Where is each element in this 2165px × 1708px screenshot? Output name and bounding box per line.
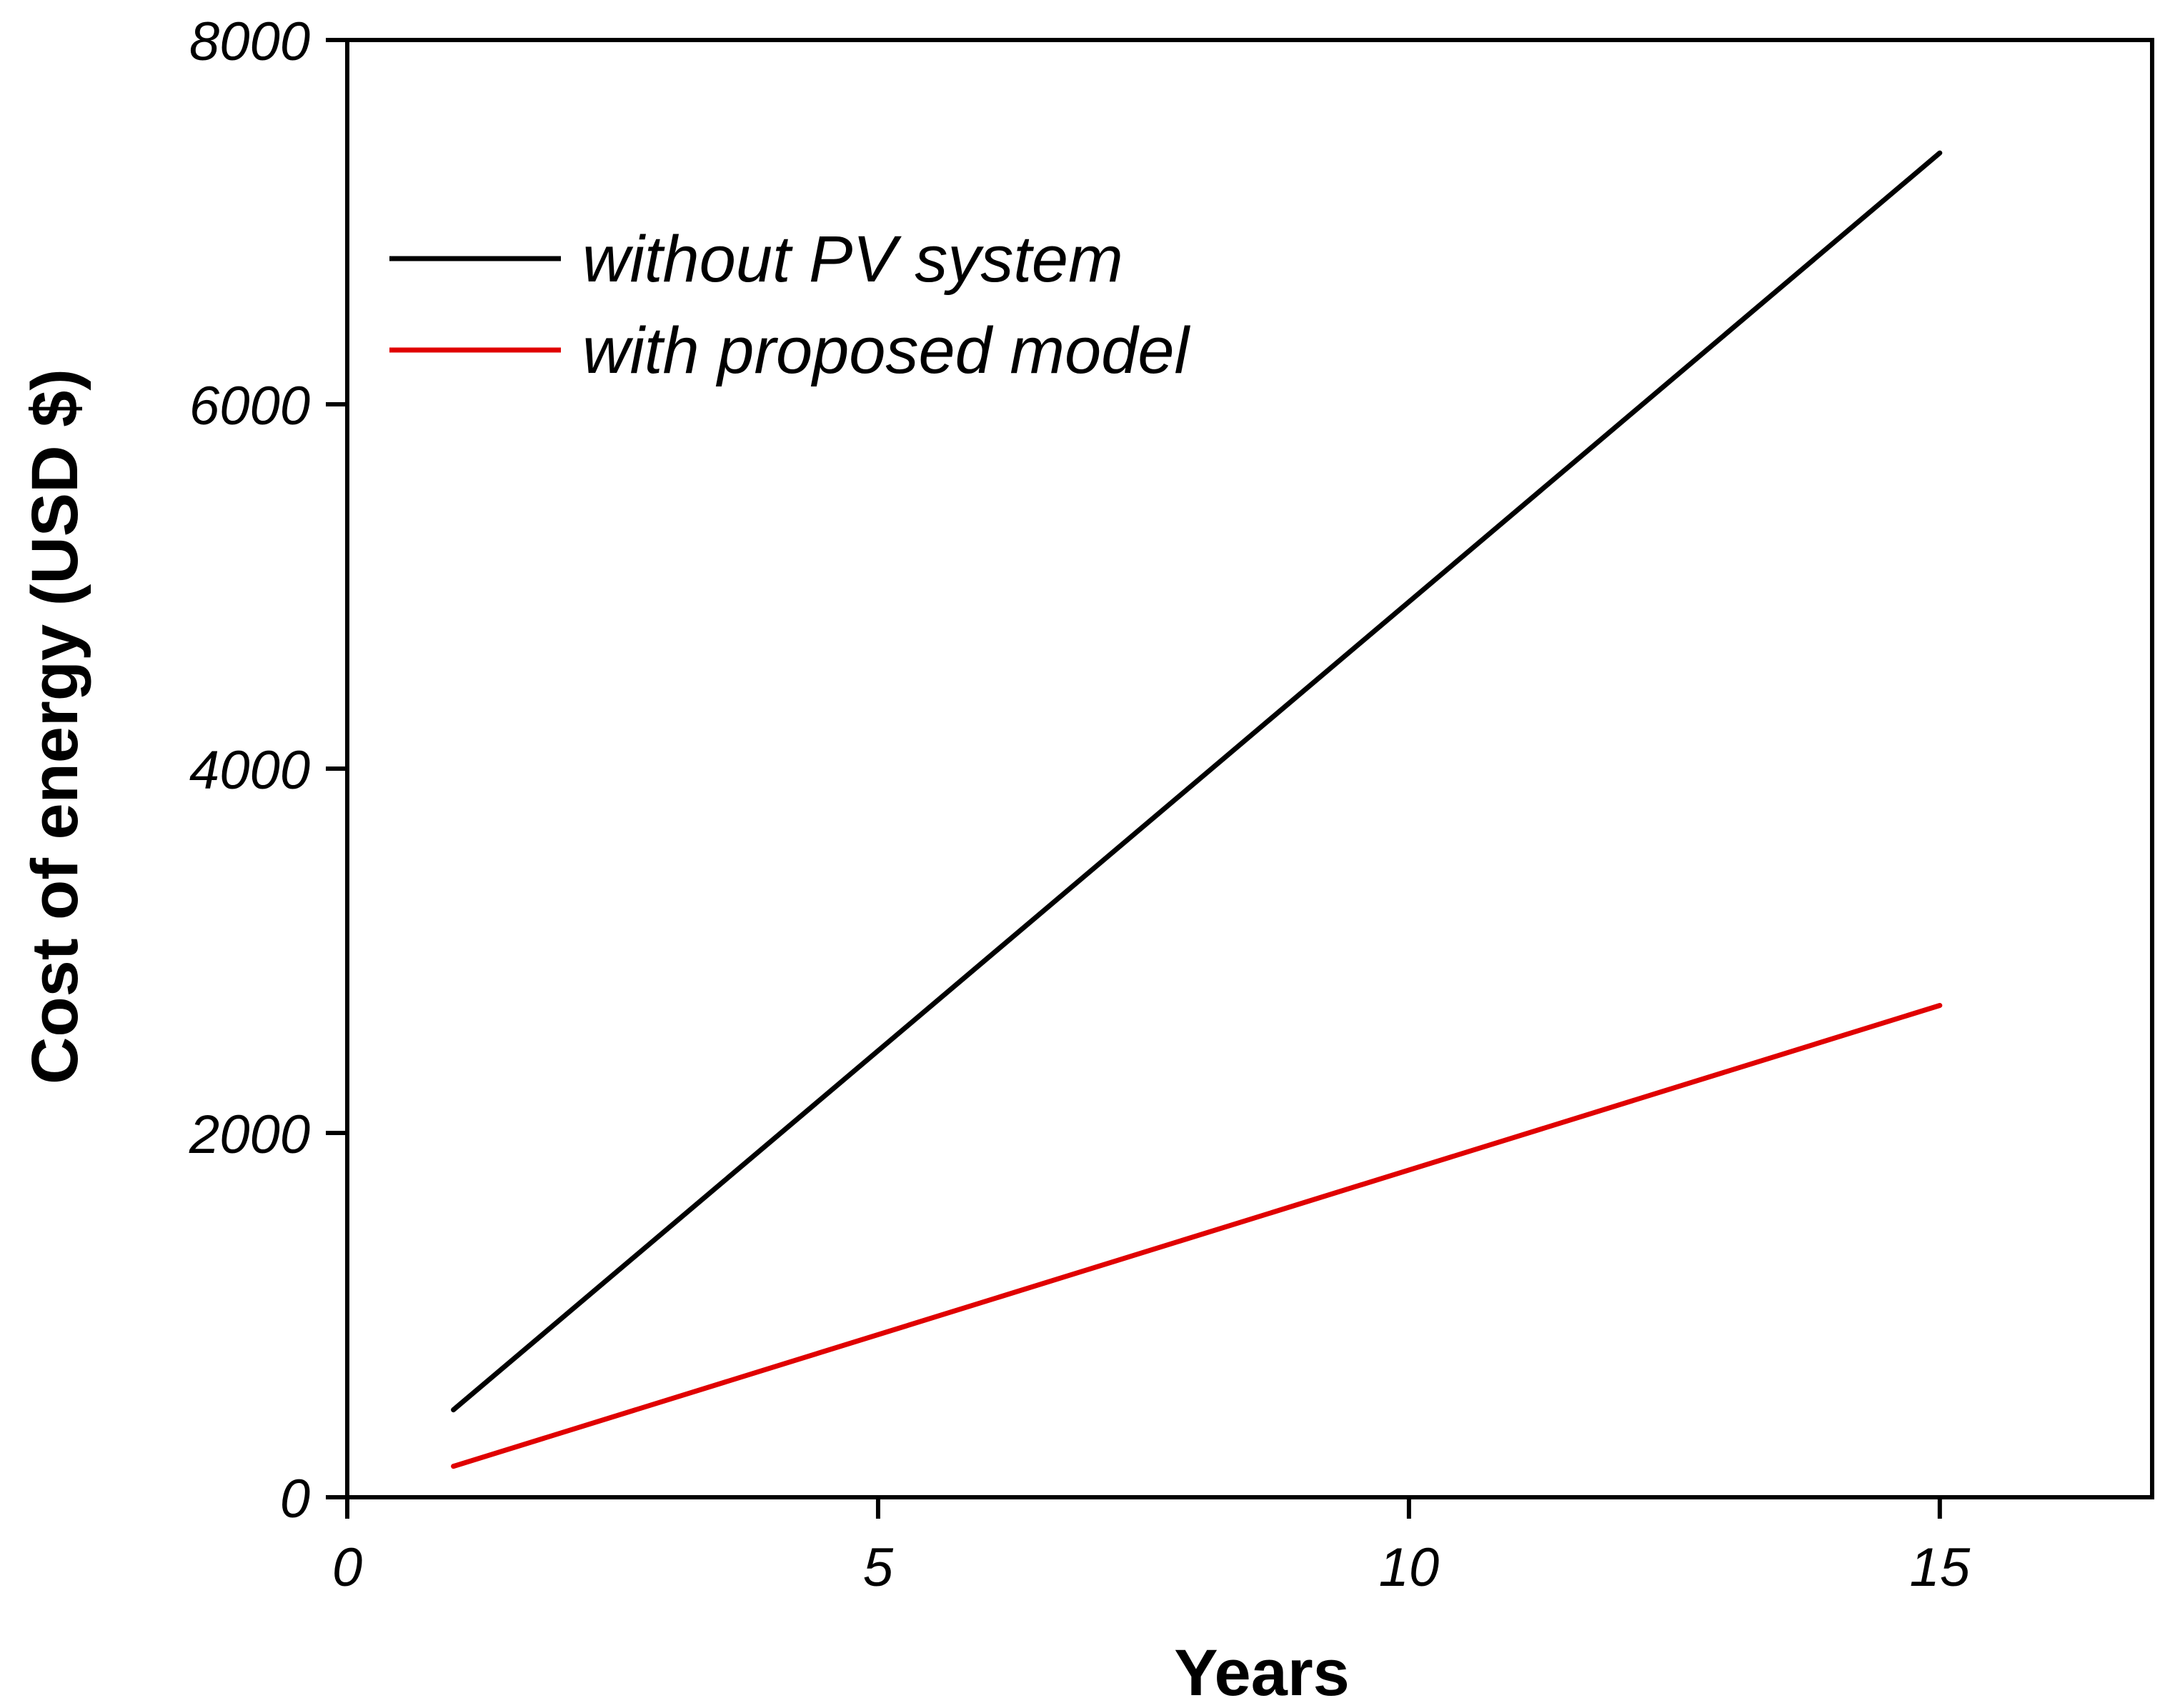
series-line-1 <box>451 150 1943 1413</box>
ticks: 0 5 10 15 0 2000 4000 6000 8000 <box>189 11 1971 1598</box>
y-axis-title: Cost of energy (USD $) <box>19 369 91 1084</box>
x-tick-label-15: 15 <box>1910 1537 1971 1598</box>
x-tick-label-0: 0 <box>332 1537 362 1598</box>
legend-label-1: without PV system <box>582 223 1123 296</box>
series-line-2 <box>451 1003 1943 1469</box>
y-tick-label-6000: 6000 <box>189 376 310 436</box>
x-axis-title: Years <box>1174 1637 1350 1708</box>
x-tick-label-5: 5 <box>863 1537 894 1598</box>
y-tick-label-8000: 8000 <box>189 11 310 72</box>
series-lines <box>451 150 1943 1469</box>
y-tick-label-4000: 4000 <box>189 740 310 801</box>
x-tick-label-10: 10 <box>1379 1537 1440 1598</box>
legend-label-2: with proposed model <box>582 314 1190 387</box>
y-tick-label-2000: 2000 <box>189 1104 310 1165</box>
y-tick-label-0: 0 <box>280 1469 310 1529</box>
legend: without PV system with proposed model <box>389 223 1190 387</box>
